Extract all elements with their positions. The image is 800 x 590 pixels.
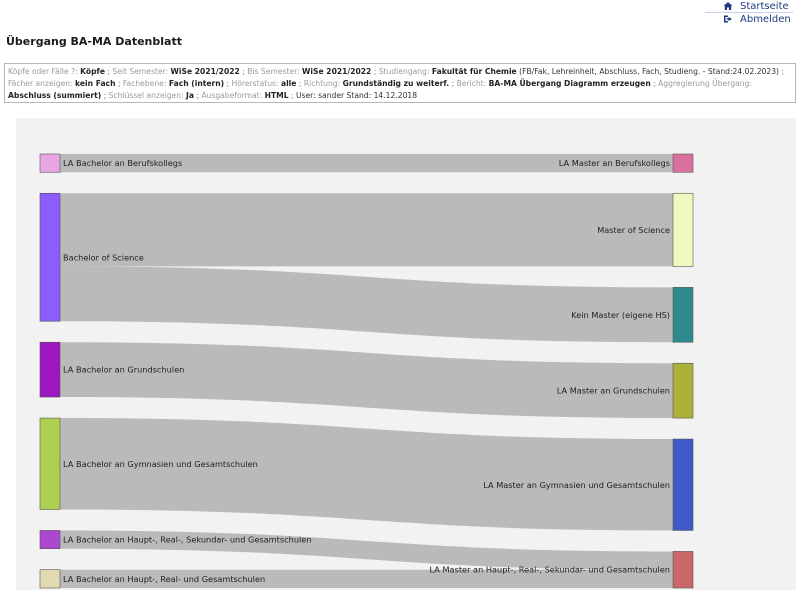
param-aggregierung-label: Aggregierung Übergang:	[658, 79, 752, 88]
page-title: Übergang BA-MA Datenblatt	[6, 35, 182, 48]
sankey-node-label-la-master-an-berufskollegs: LA Master an Berufskollegs	[559, 158, 670, 168]
sankey-link-la-bachelor-an-grundschulen-to-la-master-an-grundschulen[interactable]	[60, 342, 673, 419]
sankey-link-la-bachelor-an-gymnasien-und-gesamtschulen-to-la-master-an-gymnasien-und-gesamtschulen[interactable]	[60, 418, 673, 531]
param-bis-value: WiSe 2021/2022	[302, 67, 372, 76]
param-schluessel-value: Ja	[186, 91, 194, 100]
sankey-node-label-bachelor-of-science: Bachelor of Science	[63, 252, 144, 262]
sankey-node-label-la-bachelor-an-berufskollegs: LA Bachelor an Berufskollegs	[63, 158, 182, 168]
param-aggregierung-value: Abschluss (summiert)	[8, 91, 102, 100]
sankey-node-la-bachelor-an-haupt-real-sekundar-und-gesamtschulen[interactable]	[39, 530, 61, 550]
sankey-node-label-la-bachelor-an-haupt-real-und-gesamtschulen: LA Bachelor an Haupt-, Real- und Gesamts…	[63, 574, 265, 584]
param-seit-value: WiSe 2021/2022	[170, 67, 240, 76]
param-faecher-value: kein Fach	[75, 79, 116, 88]
sankey-diagram: LA Bachelor an Berufskollegs Bachelor of …	[39, 153, 694, 589]
sankey-node-label-la-master-an-grundschulen: LA Master an Grundschulen	[557, 386, 670, 396]
sankey-node-master-of-science[interactable]	[672, 192, 694, 267]
param-richtung-value: Grundständig zu weiterf.	[342, 79, 450, 88]
param-seit-label: Seit Semester:	[112, 67, 169, 76]
param-bericht-value: BA-MA Übergang Diagramm erzeugen	[488, 79, 651, 88]
sankey-node-kein-master-eigene-hs[interactable]	[672, 287, 694, 343]
sankey-node-label-kein-master-eigene-hs: Kein Master (eigene HS)	[571, 310, 670, 320]
nav-divider	[705, 12, 793, 13]
signout-icon	[724, 15, 732, 23]
sankey-node-label-master-of-science: Master of Science	[597, 225, 670, 235]
sankey-node-la-bachelor-an-haupt-real-und-gesamtschulen[interactable]	[39, 569, 61, 589]
sankey-link-bachelor-of-science-to-kein-master-eigene-hs[interactable]	[60, 266, 673, 343]
sankey-node-label-la-bachelor-an-grundschulen: LA Bachelor an Grundschulen	[63, 365, 184, 375]
sankey-link-la-bachelor-an-haupt-real-sekundar-und-gesamtschulen-to-la-master-an-haupt-real-sekundar-und-gesamtschulen[interactable]	[60, 530, 673, 570]
sankey-node-la-master-an-haupt-real-sekundar-und-gesamtschulen[interactable]	[672, 551, 694, 589]
param-ausgabe-value: HTML	[264, 91, 289, 100]
sankey-node-la-bachelor-an-grundschulen[interactable]	[39, 341, 61, 398]
param-koepfe-label: Köpfe oder Fälle ?:	[8, 67, 78, 76]
top-nav: Startseite Abmelden	[705, 0, 793, 25]
logout-link-label: Abmelden	[740, 13, 791, 25]
param-studiengang-value: Fakultät für Chemie	[431, 67, 517, 76]
home-icon	[723, 2, 733, 10]
sankey-node-la-master-an-grundschulen[interactable]	[672, 362, 694, 419]
logout-link[interactable]: Abmelden	[705, 13, 793, 25]
param-fachebene-value: Fach (intern)	[168, 79, 225, 88]
sankey-node-label-la-master-an-haupt-real-sekundar-und-gesamtschulen: LA Master an Haupt-, Real-, Sekundar- un…	[430, 565, 670, 575]
param-stand: Stand: 14.12.2018	[346, 91, 418, 100]
sankey-node-la-bachelor-an-berufskollegs[interactable]	[39, 153, 61, 173]
param-hoererstatus-label: Hörerstatus:	[231, 79, 279, 88]
param-bis-label: Bis Semester:	[247, 67, 300, 76]
sankey-node-label-la-bachelor-an-haupt-real-sekundar-und-gesamtschulen: LA Bachelor an Haupt-, Real-, Sekundar- …	[63, 535, 312, 545]
param-user: User: sander	[295, 91, 345, 100]
param-ausgabe-label: Ausgabeformat:	[201, 91, 263, 100]
sankey-link-la-bachelor-an-haupt-real-und-gesamtschulen-to-la-master-an-haupt-real-sekundar-und-gesamtschulen[interactable]	[60, 569, 673, 588]
param-schluessel-label: Schlüssel anzeigen:	[108, 91, 184, 100]
sankey-node-la-bachelor-an-gymnasien-und-gesamtschulen[interactable]	[39, 417, 61, 510]
sankey-node-label-la-master-an-gymnasien-und-gesamtschulen: LA Master an Gymnasien und Gesamtschulen	[483, 480, 670, 490]
param-hoererstatus-value: alle	[280, 79, 297, 88]
param-koepfe-value: Köpfe	[80, 67, 105, 76]
sankey-node-label-la-bachelor-an-gymnasien-und-gesamtschulen: LA Bachelor an Gymnasien und Gesamtschul…	[63, 459, 258, 469]
sankey-panel: LA Bachelor an Berufskollegs Bachelor of …	[16, 118, 796, 590]
sankey-link-bachelor-of-science-to-master-of-science[interactable]	[60, 193, 673, 267]
param-studiengang-detail: (FB/Fak, Lehreinheit, Abschluss, Fach, S…	[519, 67, 779, 76]
home-link[interactable]: Startseite	[705, 0, 793, 12]
sankey-node-la-master-an-berufskollegs[interactable]	[672, 153, 694, 173]
param-fachebene-label: Fachebene:	[122, 79, 167, 88]
param-richtung-label: Richtung:	[303, 79, 341, 88]
param-faecher-label: Fächer anzeigen:	[8, 79, 73, 88]
sankey-link-la-bachelor-an-berufskollegs-to-la-master-an-berufskollegs[interactable]	[60, 154, 673, 173]
sankey-node-la-master-an-gymnasien-und-gesamtschulen[interactable]	[672, 438, 694, 531]
param-studiengang-label: Studiengang:	[378, 67, 430, 76]
param-bericht-label: Bericht:	[456, 79, 487, 88]
home-link-label: Startseite	[740, 0, 789, 12]
report-parameters: Köpfe oder Fälle ?: Köpfe ; Seit Semeste…	[4, 63, 796, 103]
sankey-node-bachelor-of-science[interactable]	[39, 192, 61, 322]
